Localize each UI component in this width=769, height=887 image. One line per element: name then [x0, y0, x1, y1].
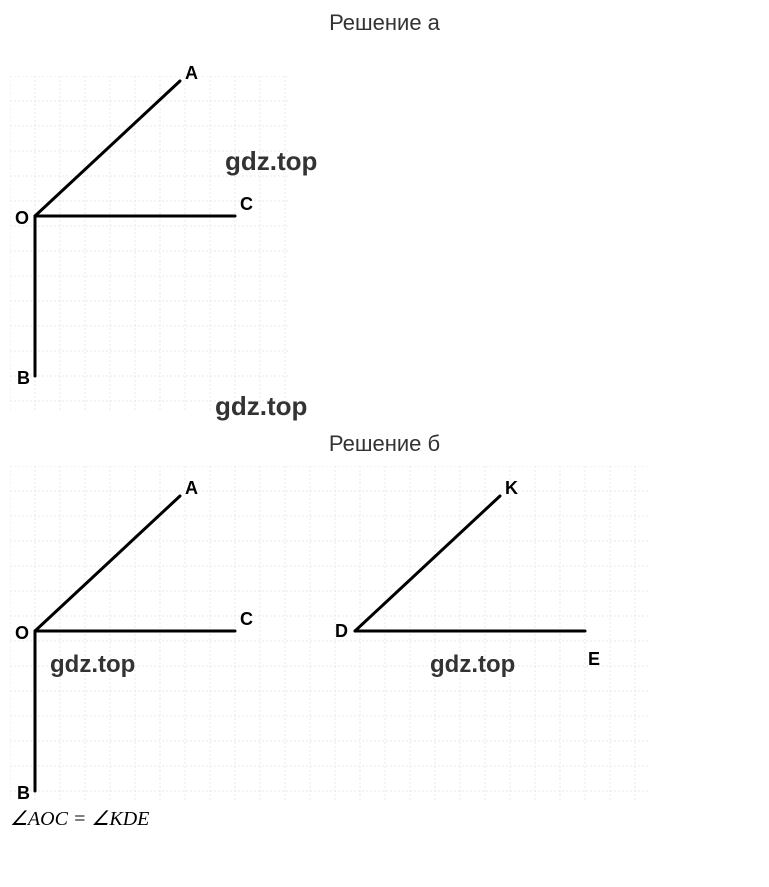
watermark-divider: gdz.top — [215, 391, 307, 422]
point-label-A: A — [185, 63, 198, 84]
watermark-b2: gdz.top — [430, 651, 515, 679]
point-label-E: E — [588, 649, 600, 670]
point-label-B: B — [17, 783, 30, 804]
watermark-b1: gdz.top — [50, 651, 135, 679]
point-label-A: A — [185, 478, 198, 499]
angle-formula: ∠AOC = ∠KDE — [10, 806, 149, 831]
point-label-C: C — [240, 194, 253, 215]
point-label-O: O — [15, 623, 29, 644]
point-label-O: O — [15, 208, 29, 229]
point-label-D: D — [335, 621, 348, 642]
point-label-K: K — [505, 478, 518, 499]
watermark-a: gdz.top — [225, 146, 317, 177]
divider: gdz.top Решение б — [0, 386, 769, 461]
diagram-a-container: OACB gdz.top — [0, 46, 769, 386]
title-a: Решение а — [0, 0, 769, 46]
geometry-a — [10, 46, 290, 386]
point-label-C: C — [240, 609, 253, 630]
diagram-b-container: O A C B D K E gdz.top gdz.top ∠AOC = ∠KDE — [0, 461, 769, 841]
